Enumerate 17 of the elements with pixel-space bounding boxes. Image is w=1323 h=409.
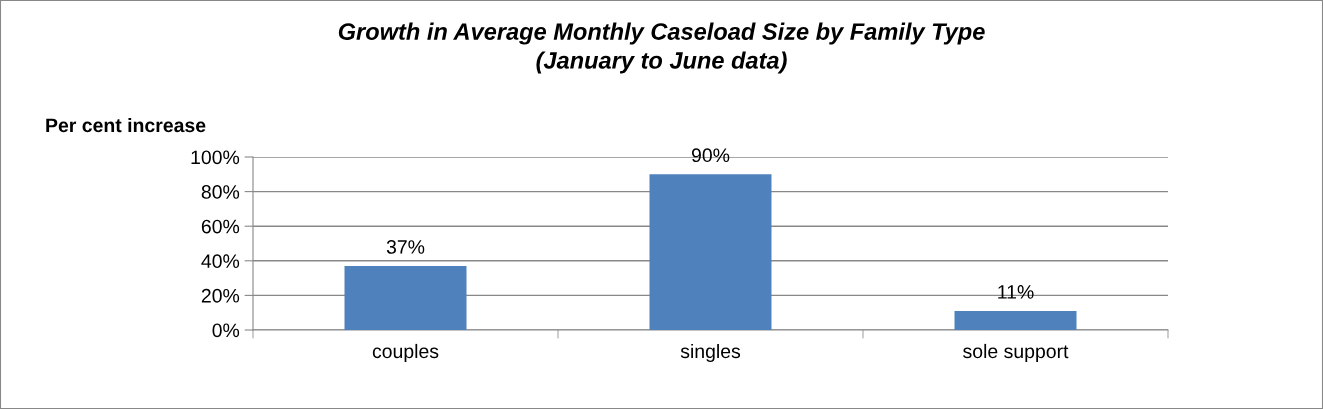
bar	[954, 310, 1077, 330]
y-tick-label: 40%	[201, 254, 240, 269]
chart-title: Growth in Average Monthly Caseload Size by Family Type (January to June data)	[338, 22, 985, 74]
y-tick-label: 100%	[191, 150, 240, 165]
y-tick-label: 80%	[201, 185, 240, 199]
data-label: 11%	[998, 285, 1034, 299]
y-tick-label: 20%	[201, 288, 240, 303]
bar	[649, 174, 772, 330]
data-label: 37%	[386, 240, 425, 254]
bar	[344, 265, 467, 330]
y-tick-label: 0%	[212, 323, 240, 338]
x-tick-label: sole support	[963, 343, 1069, 363]
data-label: 90%	[691, 148, 730, 163]
x-tick-label: singles	[680, 343, 741, 363]
y-axis-title: Per cent increase	[46, 117, 206, 133]
y-tick-label: 60%	[201, 219, 240, 234]
x-tick-label: couples	[372, 343, 439, 363]
